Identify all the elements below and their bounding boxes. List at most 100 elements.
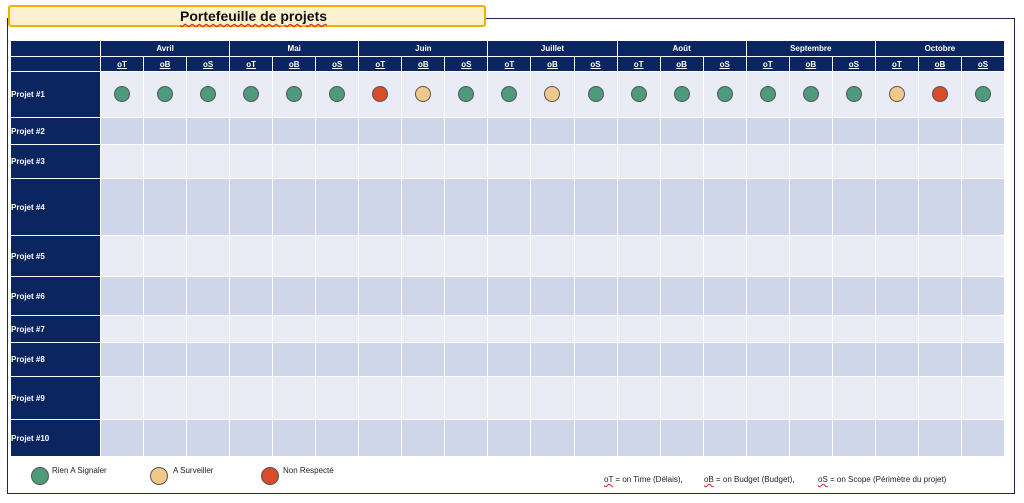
project-row: Projet #10 [10,419,1006,457]
status-cell [874,276,919,316]
status-cell [358,71,403,118]
status-cell [186,419,231,457]
legend-ob-text: = on Budget (Budget), [713,475,795,484]
status-cell [272,419,317,457]
subcolumn-header-ot: oT [99,56,145,72]
status-cell [487,71,532,118]
status-cell [186,276,231,316]
status-cell [831,376,876,420]
status-cell [573,315,618,343]
legend-os: oS = on Scope (Périmètre du projet) [818,475,946,484]
status-cell [315,419,360,457]
status-cell [960,419,1006,457]
subcolumn-header-ob: oB [401,56,446,72]
legend-green-dot [31,467,49,485]
status-cell [99,71,145,118]
status-cell [487,342,532,377]
status-cell [530,235,575,277]
legend-red-dot [261,467,279,485]
project-name: Projet #10 [10,419,101,457]
status-cell [616,71,661,118]
subcolumn-header-ot: oT [358,56,403,72]
status-cell [659,144,704,179]
legend-ot-text: = on Time (Délais), [613,475,683,484]
status-cell [960,71,1006,118]
status-dot-green [458,86,475,103]
status-cell [487,419,532,457]
subcolumn-header-os: oS [444,56,489,72]
status-cell [143,376,188,420]
status-cell [99,117,145,145]
header-corner-sub [10,56,101,72]
portfolio-frame [7,18,1015,494]
status-cell [788,276,833,316]
status-cell [530,419,575,457]
status-cell [874,71,919,118]
status-cell [874,419,919,457]
month-header-row: Avril Mai Juin Juillet Août Septembre Octobre [10,40,1006,57]
status-cell [401,235,446,277]
status-cell [315,71,360,118]
status-cell [487,178,532,236]
status-cell [917,342,962,377]
status-cell [831,315,876,343]
project-row: Projet #4 [10,178,1006,236]
header-corner [10,40,101,57]
month-header: Juin [358,40,489,57]
status-cell [960,376,1006,420]
status-cell [272,235,317,277]
project-row: Projet #3 [10,144,1006,179]
status-cell [143,144,188,179]
status-cell [530,178,575,236]
status-cell [702,71,747,118]
status-cell [143,178,188,236]
status-dot-green [974,86,991,103]
status-cell [745,342,790,377]
status-cell [616,178,661,236]
status-cell [917,117,962,145]
month-header: Septembre [745,40,876,57]
status-dot-green [630,86,647,103]
status-cell [702,376,747,420]
status-cell [530,315,575,343]
status-cell [358,144,403,179]
status-cell [229,71,274,118]
status-cell [186,71,231,118]
status-cell [99,276,145,316]
status-cell [573,276,618,316]
status-cell [831,178,876,236]
status-cell [573,144,618,179]
status-cell [788,235,833,277]
project-row: Projet #2 [10,117,1006,145]
status-cell [401,178,446,236]
status-cell [874,376,919,420]
subcolumn-header-ot: oT [745,56,790,72]
status-cell [229,376,274,420]
status-cell [99,342,145,377]
subcolumn-header-os: oS [831,56,876,72]
status-cell [444,144,489,179]
status-cell [444,117,489,145]
status-cell [186,376,231,420]
status-cell [186,178,231,236]
status-cell [831,144,876,179]
month-header: Octobre [874,40,1006,57]
status-cell [315,178,360,236]
status-dot-green [501,86,518,103]
status-cell [186,117,231,145]
project-name: Projet #6 [10,276,101,316]
status-cell [487,144,532,179]
status-cell [702,419,747,457]
subcolumn-header-ob: oB [659,56,704,72]
subcolumn-header-ob: oB [788,56,833,72]
status-cell [616,235,661,277]
status-cell [745,235,790,277]
status-cell [315,235,360,277]
status-cell [272,117,317,145]
status-cell [143,342,188,377]
status-cell [530,276,575,316]
project-row: Projet #9 [10,376,1006,420]
status-cell [99,178,145,236]
status-cell [315,342,360,377]
status-cell [358,178,403,236]
